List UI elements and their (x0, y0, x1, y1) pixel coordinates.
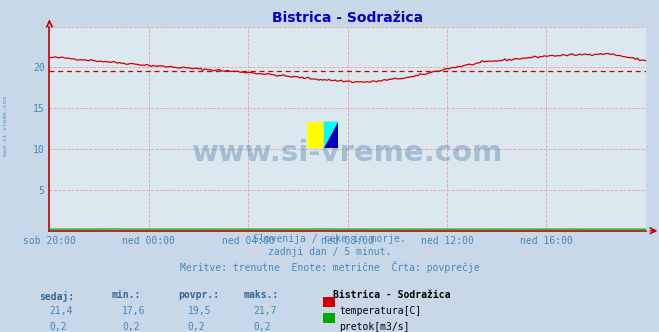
Title: Bistrica - Sodražica: Bistrica - Sodražica (272, 11, 423, 25)
Text: 21,4: 21,4 (49, 306, 73, 316)
Polygon shape (324, 122, 338, 148)
Text: www.si-vreme.com: www.si-vreme.com (3, 96, 8, 156)
Text: 19,5: 19,5 (188, 306, 212, 316)
Text: 0,2: 0,2 (188, 322, 206, 332)
Text: zadnji dan / 5 minut.: zadnji dan / 5 minut. (268, 247, 391, 257)
Text: povpr.:: povpr.: (178, 290, 219, 300)
Text: www.si-vreme.com: www.si-vreme.com (192, 139, 503, 167)
Text: 21,7: 21,7 (254, 306, 277, 316)
Text: min.:: min.: (112, 290, 142, 300)
Text: temperatura[C]: temperatura[C] (339, 306, 422, 316)
Text: Meritve: trenutne  Enote: metrične  Črta: povprečje: Meritve: trenutne Enote: metrične Črta: … (180, 261, 479, 273)
Text: Bistrica - Sodražica: Bistrica - Sodražica (333, 290, 450, 300)
Text: 17,6: 17,6 (122, 306, 146, 316)
Polygon shape (324, 122, 338, 148)
Text: 0,2: 0,2 (254, 322, 272, 332)
Text: 0,2: 0,2 (122, 322, 140, 332)
Text: maks.:: maks.: (244, 290, 279, 300)
Text: 0,2: 0,2 (49, 322, 67, 332)
Text: sedaj:: sedaj: (40, 290, 74, 301)
FancyBboxPatch shape (307, 122, 324, 148)
Text: Slovenija / reke in morje.: Slovenija / reke in morje. (253, 234, 406, 244)
Text: pretok[m3/s]: pretok[m3/s] (339, 322, 410, 332)
